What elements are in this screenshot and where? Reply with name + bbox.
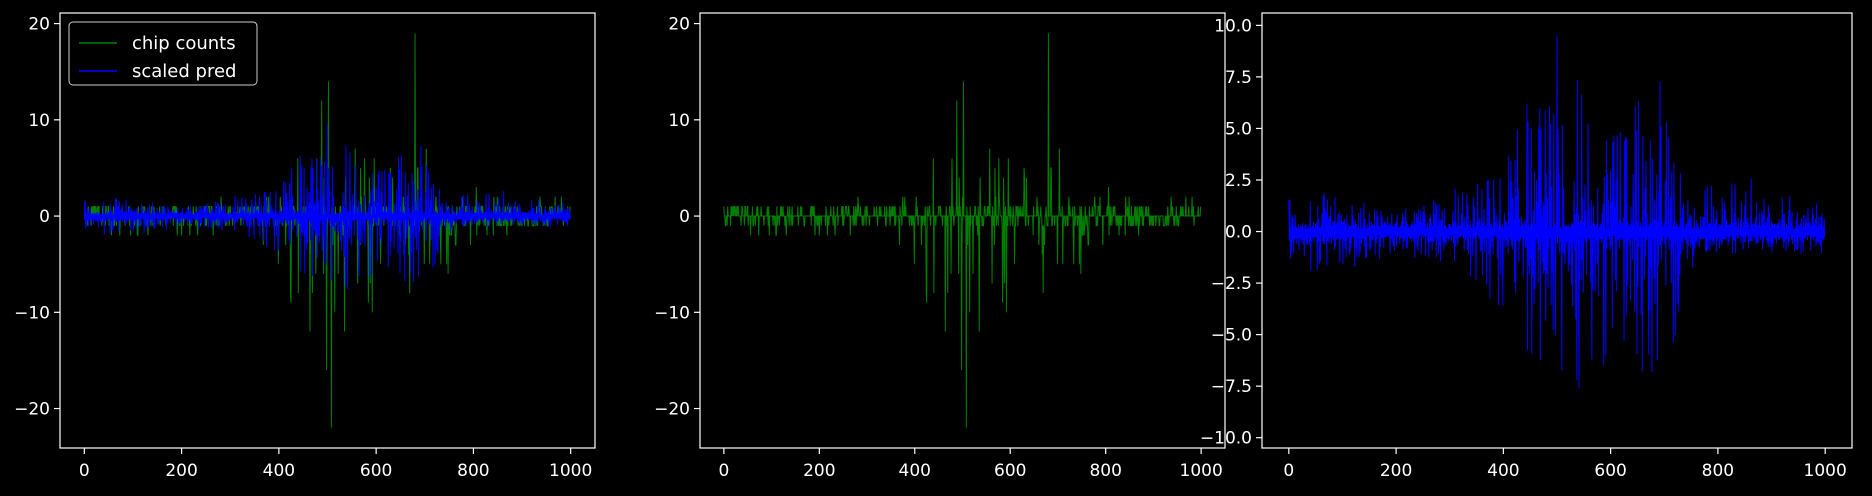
x-tick-label: 600 <box>1594 461 1626 481</box>
x-tick-label: 600 <box>360 461 392 481</box>
y-tick-label: 0 <box>679 207 690 227</box>
y-tick-label: 10 <box>668 111 690 131</box>
series-line-panel2 <box>723 33 1202 428</box>
axes-frame <box>59 12 596 449</box>
y-tick-label: −7.5 <box>1211 377 1252 397</box>
panel-1: 0 200 400 600 800 1000 20 10 0 −10 −20 chip counts s… <box>14 12 596 481</box>
y-tick-label: −10.0 <box>1200 429 1252 449</box>
legend-entry: chip counts <box>132 33 236 54</box>
x-tick-label: 0 <box>1283 461 1294 481</box>
x-tick-label: 200 <box>803 461 835 481</box>
axes-frame <box>1261 12 1853 449</box>
panel-3: 0 200 400 600 800 1000 10.0 7.5 5.0 2.5 0.0 −2.5 −5.… <box>1200 12 1853 481</box>
x-tick-label: 600 <box>994 461 1026 481</box>
x-tick-label: 200 <box>165 461 197 481</box>
x-tick-label: 400 <box>263 461 295 481</box>
x-tick-label: 0 <box>718 461 729 481</box>
y-tick-label: −10 <box>14 303 50 323</box>
series-line-chip-counts <box>83 33 571 428</box>
legend-box <box>68 21 258 86</box>
y-tick-label: 2.5 <box>1225 171 1252 191</box>
x-tick-label: 800 <box>457 461 489 481</box>
x-tick-label: 200 <box>1380 461 1412 481</box>
axes-frame <box>699 12 1226 449</box>
x-tick-label: 800 <box>1089 461 1121 481</box>
y-tick-label: 10 <box>28 111 50 131</box>
panel-2: 0 200 400 600 800 1000 20 10 0 −10 −20 <box>654 12 1226 481</box>
y-tick-label: 0 <box>39 207 50 227</box>
legend: chip counts scaled pred <box>68 21 258 86</box>
legend-entry: scaled pred <box>132 61 236 82</box>
y-tick-label: −2.5 <box>1211 274 1252 294</box>
x-tick-label: 1000 <box>1804 461 1847 481</box>
x-tick-label: 1000 <box>549 461 592 481</box>
x-tick-label: 1000 <box>1180 461 1223 481</box>
y-tick-label: 0.0 <box>1225 223 1252 243</box>
x-tick-label: 400 <box>899 461 931 481</box>
x-tick-label: 400 <box>1487 461 1519 481</box>
x-tick-label: 800 <box>1702 461 1734 481</box>
y-tick-label: 7.5 <box>1225 68 1252 88</box>
y-tick-label: −20 <box>654 400 690 420</box>
x-tick-label: 0 <box>79 461 90 481</box>
y-tick-label: −5.0 <box>1211 326 1252 346</box>
y-tick-label: 20 <box>668 15 690 35</box>
y-tick-label: −10 <box>654 303 690 323</box>
series-line-panel3 <box>1288 34 1826 388</box>
y-tick-label: 10.0 <box>1214 16 1252 36</box>
series-line-scaled-pred <box>83 124 571 289</box>
y-tick-label: −20 <box>14 400 50 420</box>
y-tick-label: 5.0 <box>1225 119 1252 139</box>
y-tick-label: 20 <box>28 15 50 35</box>
